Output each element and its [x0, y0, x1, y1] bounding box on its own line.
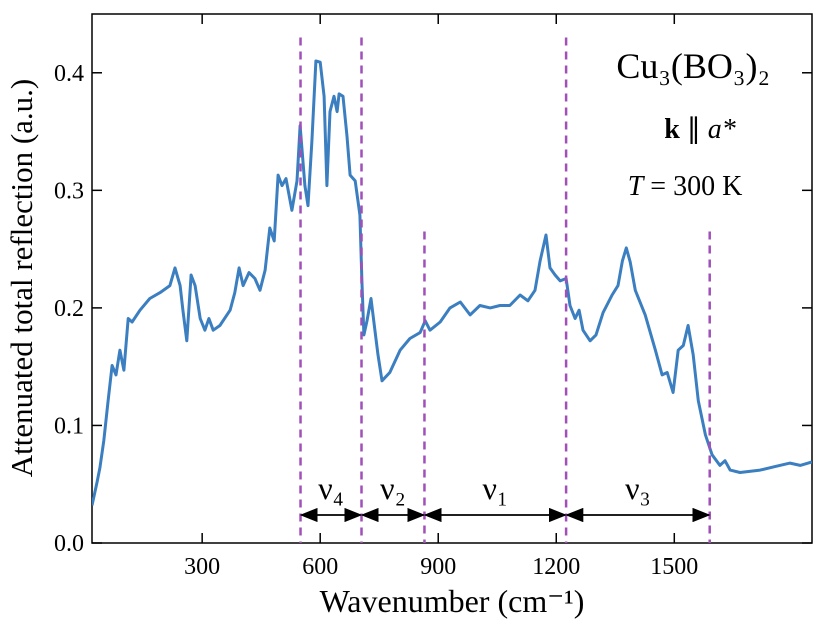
- temperature-symbol: T: [628, 171, 646, 202]
- x-axis-label: Wavenumber (cm⁻¹): [320, 583, 585, 619]
- y-tick-label: 0.1: [54, 413, 84, 439]
- plot-area: [92, 59, 812, 506]
- formula: Cu₃(BO₃)₂: [616, 46, 770, 86]
- plot-frame: [91, 13, 813, 544]
- data-line: [92, 59, 812, 506]
- y-tick-label: 0.3: [54, 178, 84, 204]
- temperature-value: = 300 K: [650, 171, 742, 202]
- y-tick-label: 0.0: [54, 531, 84, 557]
- x-tick-label: 900: [420, 554, 456, 580]
- region-label: ν₄: [318, 470, 344, 506]
- x-tick-label: 1500: [650, 554, 698, 580]
- y-axis-label: Attenuated total reflection (a.u.): [4, 79, 39, 478]
- region-label: ν₃: [625, 470, 651, 506]
- vector: k: [664, 114, 680, 145]
- x-tick-label: 1200: [532, 554, 580, 580]
- parallel: ∥: [687, 114, 701, 145]
- x-tick-label: 300: [184, 554, 220, 580]
- x-tick-label: 600: [302, 554, 338, 580]
- region-label: ν₁: [482, 470, 508, 506]
- axis: a*: [708, 114, 736, 145]
- y-tick-label: 0.2: [54, 296, 84, 322]
- region-label: ν₂: [380, 470, 406, 506]
- y-tick-label: 0.4: [54, 61, 84, 87]
- direction: k ∥ a*: [664, 114, 736, 145]
- temperature: T = 300 K: [628, 171, 743, 202]
